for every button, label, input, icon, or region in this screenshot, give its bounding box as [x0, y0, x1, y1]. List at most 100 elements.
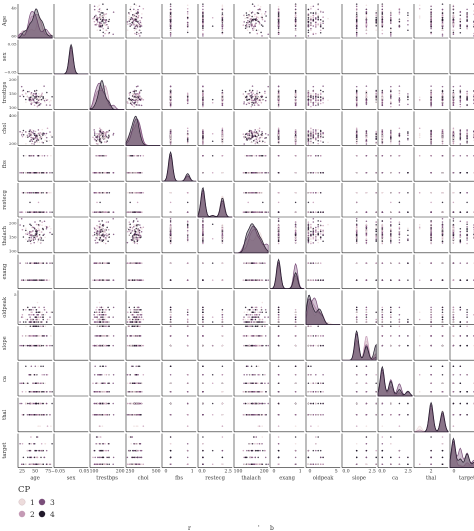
point	[243, 137, 246, 139]
point	[365, 85, 368, 87]
point	[375, 23, 377, 25]
point	[135, 20, 137, 23]
point	[381, 154, 384, 157]
point	[107, 27, 109, 30]
point	[30, 131, 33, 133]
point	[36, 141, 39, 144]
point	[133, 211, 136, 213]
point	[398, 92, 401, 95]
cell-age-slope	[341, 3, 377, 39]
point	[221, 15, 224, 17]
point	[140, 31, 142, 34]
point	[248, 139, 251, 141]
point	[21, 131, 24, 134]
point	[310, 105, 312, 108]
point	[310, 7, 312, 10]
point	[407, 134, 409, 137]
point	[29, 129, 31, 131]
point	[459, 101, 462, 103]
point	[253, 95, 256, 98]
point	[466, 90, 468, 93]
point	[407, 137, 409, 140]
point	[257, 128, 259, 131]
point	[452, 142, 455, 145]
point	[253, 5, 256, 7]
point	[30, 191, 33, 194]
point	[459, 137, 462, 140]
point	[247, 101, 249, 104]
point	[93, 15, 96, 18]
point	[169, 134, 172, 137]
point	[441, 154, 444, 157]
point	[100, 141, 102, 144]
point	[398, 11, 401, 13]
point	[317, 8, 319, 11]
point	[459, 96, 462, 99]
point	[390, 98, 392, 101]
point	[312, 90, 315, 92]
point	[104, 29, 107, 31]
point	[98, 10, 100, 13]
point	[127, 102, 129, 104]
point	[32, 131, 34, 134]
point	[430, 101, 432, 104]
point	[264, 92, 266, 95]
point	[317, 13, 319, 15]
point	[315, 139, 317, 141]
point	[254, 135, 257, 138]
point	[407, 96, 409, 98]
point	[294, 101, 297, 103]
point	[136, 191, 139, 194]
point	[319, 24, 322, 26]
point	[459, 131, 462, 133]
point	[169, 19, 172, 22]
point	[186, 99, 189, 101]
point	[211, 133, 214, 135]
point	[262, 25, 264, 27]
point	[27, 90, 29, 93]
point	[277, 99, 280, 102]
point	[126, 154, 129, 157]
cell-fbs-slope	[341, 147, 377, 182]
point	[137, 85, 139, 87]
point	[140, 23, 143, 25]
point	[441, 23, 444, 25]
point	[211, 154, 214, 157]
point	[131, 101, 134, 103]
point	[365, 15, 368, 18]
point	[381, 26, 384, 28]
point	[407, 103, 409, 106]
point	[452, 19, 455, 22]
point	[398, 85, 401, 87]
point	[139, 154, 142, 157]
point	[19, 211, 21, 213]
point	[319, 102, 322, 105]
point	[452, 23, 455, 25]
point	[169, 136, 172, 138]
point	[257, 132, 260, 135]
point	[294, 136, 297, 138]
point	[250, 96, 253, 98]
point	[355, 127, 358, 129]
point	[398, 101, 401, 103]
point	[253, 99, 255, 102]
point	[254, 25, 256, 27]
point	[257, 104, 259, 106]
point	[381, 136, 384, 138]
point	[390, 27, 392, 30]
point	[22, 133, 25, 136]
point	[315, 101, 317, 103]
point	[96, 139, 99, 141]
point	[315, 10, 317, 12]
point	[355, 10, 358, 12]
point	[375, 154, 377, 157]
point	[381, 32, 384, 35]
point	[375, 130, 377, 133]
point	[93, 191, 95, 194]
point	[294, 12, 297, 14]
point	[139, 21, 142, 24]
point	[133, 90, 136, 93]
point	[317, 137, 319, 139]
point	[257, 17, 260, 19]
point	[375, 89, 377, 92]
